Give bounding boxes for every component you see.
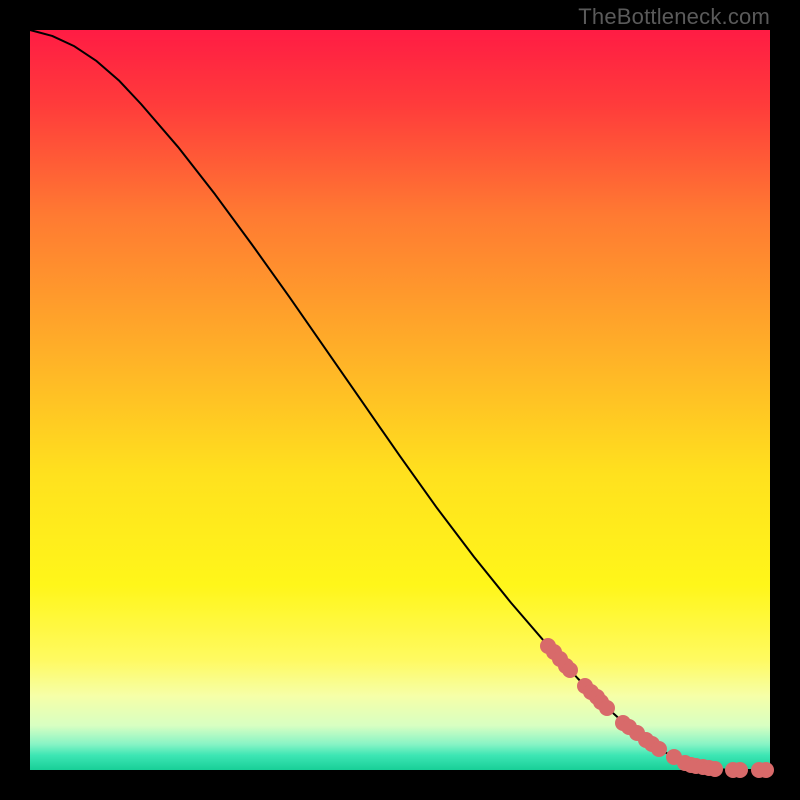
data-point-marker <box>599 700 615 716</box>
chart-plot-area <box>30 30 770 770</box>
bottleneck-curve <box>30 30 770 770</box>
curve-layer <box>30 30 770 770</box>
data-point-marker <box>758 762 774 778</box>
attribution-label: TheBottleneck.com <box>578 4 770 30</box>
data-point-marker <box>732 762 748 778</box>
data-point-marker <box>707 761 723 777</box>
data-point-marker <box>562 662 578 678</box>
data-point-marker <box>651 741 667 757</box>
